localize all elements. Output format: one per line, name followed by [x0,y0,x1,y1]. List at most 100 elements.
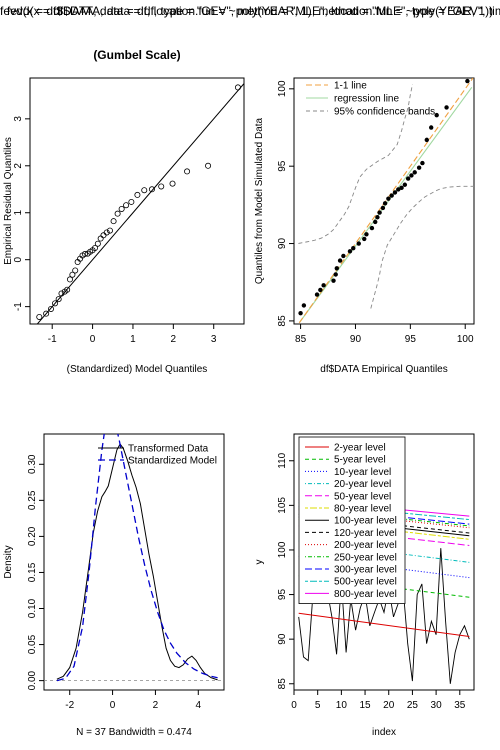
model-point [434,112,439,118]
y-tick-label: 0.20 [27,526,38,546]
qq-point [58,290,65,297]
qq-point [66,276,73,283]
qq-point [94,240,101,247]
model-point [351,245,356,251]
legend-entry: 2-year level [334,443,386,454]
legend-entry: 1-1 line [334,81,367,92]
legend-entry: 95% confidence bands [334,107,435,118]
y-tick-label: 0.30 [27,454,38,474]
legend: 1-1 line regression line 95% confidence ba… [306,81,435,118]
legend-entry: 80-year level [334,504,391,515]
model-point [356,241,361,246]
x-axis: -2 0 2 4 [65,690,202,711]
qq-point [148,186,155,193]
legend-entry: 200-year level [334,540,397,551]
legend-entry: regression line [334,94,399,105]
y-axis-label: Quantiles from Model Simulated Data [254,117,265,284]
y-tick-label: 2 [13,163,24,169]
model-point [331,278,336,283]
x-axis-label: N = 37 Bandwidth = 0.474 [76,727,192,738]
x-tick-label: 0 [90,334,96,345]
qq-point [69,271,76,278]
x-tick-label: -1 [48,334,57,345]
y-axis-label: Empirical Residual Quantiles [3,137,14,265]
gumbel-qq-plot: -1 0 1 2 3 -1 0 1 2 3 (Standardized) Model Quantil… [3,48,245,375]
legend-entry: 5-year level [334,455,386,466]
qq-point [205,162,212,169]
x-tick-label: 2 [171,334,177,345]
qq-point [234,84,241,91]
y-axis: 85 90 95 100 [277,80,294,326]
qq-point [103,229,110,236]
x-tick-label: 20 [383,700,395,711]
density-plot: -2 0 2 4 0.00 0.05 0.10 0.15 0.20 0.25 0.30 N = 37 … [3,433,225,738]
model-point [334,266,340,271]
qq-point [81,251,88,258]
y-tick-label: 0.05 [27,634,38,654]
x-tick-label: 10 [336,700,348,711]
model-point [409,173,414,178]
y-tick-label: 100 [277,541,288,558]
standardized-model-line [56,434,218,682]
qq-point [100,232,107,239]
qq-point [141,187,148,194]
y-tick-label: 0.25 [27,490,38,510]
model-point [321,283,326,288]
y-axis: 85 90 95 100 105 110 [277,452,294,689]
qq-point [158,183,165,190]
reference-line-group [36,83,244,324]
return-levels-plot: 0 5 10 15 20 25 30 35 85 90 95 100 105 110 index y 2-yea… [254,433,475,738]
y-tick-label: 105 [277,497,288,514]
y-axis: -1 0 1 2 3 [13,116,30,311]
model-point [318,287,323,293]
reference-line [36,83,244,324]
model-point [444,105,449,110]
x-tick-label: -2 [65,700,74,711]
model-point [412,170,417,175]
model-point [333,272,338,277]
legend-entry: 300-year level [334,565,397,576]
qq-point [92,244,99,251]
x-tick-label: 3 [211,334,217,345]
qq-point [36,313,43,320]
model-point [465,78,470,84]
legend-entry: 500-year level [334,577,397,588]
plot-frame [29,77,245,325]
legend-entry: 120-year level [334,528,397,539]
x-tick-label: 85 [295,334,307,345]
qq-point [123,202,130,209]
qq-point [184,168,191,175]
model-point [386,196,391,201]
qq-point [43,310,50,317]
qq-point [134,191,141,198]
y-tick-label: 85 [277,315,288,327]
confidence-band-upper [298,84,413,244]
model-point [314,292,320,297]
y-tick-label: 100 [277,80,288,97]
legend-entry: 800-year level [334,589,397,600]
plot-frame [293,77,475,325]
transformed-data-line [56,443,218,681]
qq-point [55,296,62,303]
x-tick-label: 0 [110,700,116,711]
model-point [364,232,369,237]
x-tick-label: 25 [407,700,419,711]
qq-point [72,267,79,274]
x-axis: 0 5 10 15 20 25 30 35 [291,690,466,711]
confidence-band-lower [370,185,474,309]
x-tick-label: 0 [291,700,297,711]
model-point [402,182,408,187]
model-point [405,176,411,181]
y-tick-label: 90 [277,238,288,250]
model-point [362,236,367,242]
y-axis-label: y [254,560,265,565]
model-point [341,253,346,259]
legend-entry: 100-year level [334,516,397,527]
qq-point [64,286,71,293]
x-tick-label: 4 [196,700,202,711]
qq-point [128,198,135,205]
y-tick-label: 3 [13,116,24,122]
y-tick-label: 1 [13,210,24,216]
